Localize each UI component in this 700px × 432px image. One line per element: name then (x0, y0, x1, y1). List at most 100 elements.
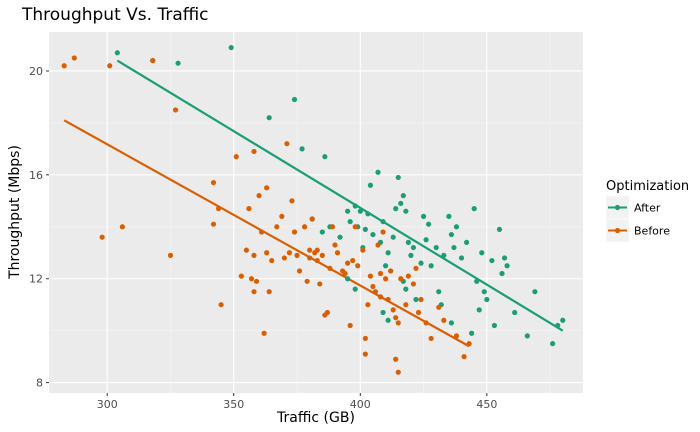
point-before (377, 270, 384, 277)
point-before (266, 289, 272, 295)
point-after (479, 250, 485, 256)
point-after (491, 322, 498, 329)
point-before (256, 193, 262, 199)
point-before (347, 322, 353, 329)
point-after (357, 208, 363, 214)
point-after (228, 44, 234, 51)
data-points (61, 44, 566, 375)
point-before (71, 55, 77, 61)
y-tick-label: 20 (29, 65, 43, 78)
legend-title: Optimization (606, 179, 689, 194)
point-after (365, 211, 371, 217)
point-before (314, 247, 320, 253)
point-before (167, 252, 174, 258)
point-before (393, 356, 399, 362)
point-before (218, 302, 224, 308)
point-after (395, 174, 401, 181)
point-before (317, 281, 323, 287)
grid-major (49, 32, 583, 393)
point-after (362, 226, 368, 232)
point-before (428, 335, 434, 342)
point-before (264, 185, 270, 191)
point-before (332, 242, 338, 248)
point-after (347, 218, 353, 225)
point-after (463, 239, 470, 245)
point-before (269, 257, 275, 264)
point-before (319, 252, 325, 258)
point-before (243, 247, 250, 253)
legend-label-after: After (634, 202, 661, 215)
point-after (400, 193, 406, 199)
trend-line-before (63, 119, 470, 348)
point-before (334, 250, 341, 256)
point-before (365, 302, 371, 308)
point-before (367, 273, 374, 279)
point-after (375, 169, 381, 175)
chart-title: Throughput Vs. Traffic (21, 5, 209, 25)
y-tick-label: 16 (29, 169, 43, 182)
point-after (504, 263, 510, 269)
point-after (403, 208, 409, 214)
point-before (284, 141, 290, 147)
point-before (61, 63, 67, 69)
plot-panel (49, 32, 583, 393)
point-after (408, 252, 414, 258)
point-before (246, 206, 252, 212)
point-before (307, 247, 313, 253)
x-tick-label: 350 (223, 398, 244, 411)
point-before (304, 278, 310, 284)
point-after (469, 330, 475, 336)
point-after (532, 289, 538, 295)
point-after (114, 50, 120, 56)
point-after (385, 250, 391, 256)
trend-line-after (116, 59, 564, 332)
point-before (436, 304, 442, 310)
point-before (150, 57, 156, 64)
y-axis-title: Throughput (Mbps) (7, 145, 23, 280)
point-before (281, 255, 287, 261)
point-before (107, 63, 113, 69)
point-before (251, 148, 257, 155)
y-axis-ticks: 8 12 16 20 (29, 65, 49, 390)
point-before (382, 276, 389, 282)
x-tick-label: 300 (97, 398, 118, 411)
point-before (264, 250, 270, 256)
point-before (279, 213, 285, 219)
point-after (390, 234, 396, 240)
point-after (451, 244, 457, 251)
point-before (360, 247, 366, 253)
point-after (441, 252, 447, 258)
point-before (423, 320, 429, 326)
point-before (390, 307, 396, 313)
point-after (560, 317, 566, 323)
point-after (481, 289, 487, 295)
point-before (355, 263, 361, 269)
point-before (403, 302, 409, 308)
point-after (426, 221, 432, 227)
point-before (441, 317, 447, 323)
point-after (299, 146, 305, 152)
point-after (410, 244, 417, 251)
point-before (385, 296, 391, 303)
point-before (291, 229, 298, 235)
point-after (428, 263, 434, 269)
grid-minor (49, 32, 583, 393)
point-before (372, 289, 379, 295)
legend-point-after (614, 204, 621, 211)
point-before (210, 180, 217, 186)
point-after (489, 257, 495, 264)
point-before (327, 265, 333, 271)
point-before (377, 294, 384, 300)
point-after (476, 307, 482, 313)
point-after (448, 320, 454, 326)
point-before (314, 257, 320, 264)
point-before (453, 333, 460, 339)
point-before (294, 252, 300, 258)
point-after (382, 263, 389, 269)
point-before (418, 296, 424, 303)
point-after (322, 154, 328, 160)
point-before (248, 276, 255, 282)
point-before (274, 224, 280, 230)
point-after (524, 333, 530, 339)
legend-label-before: Before (634, 225, 670, 238)
